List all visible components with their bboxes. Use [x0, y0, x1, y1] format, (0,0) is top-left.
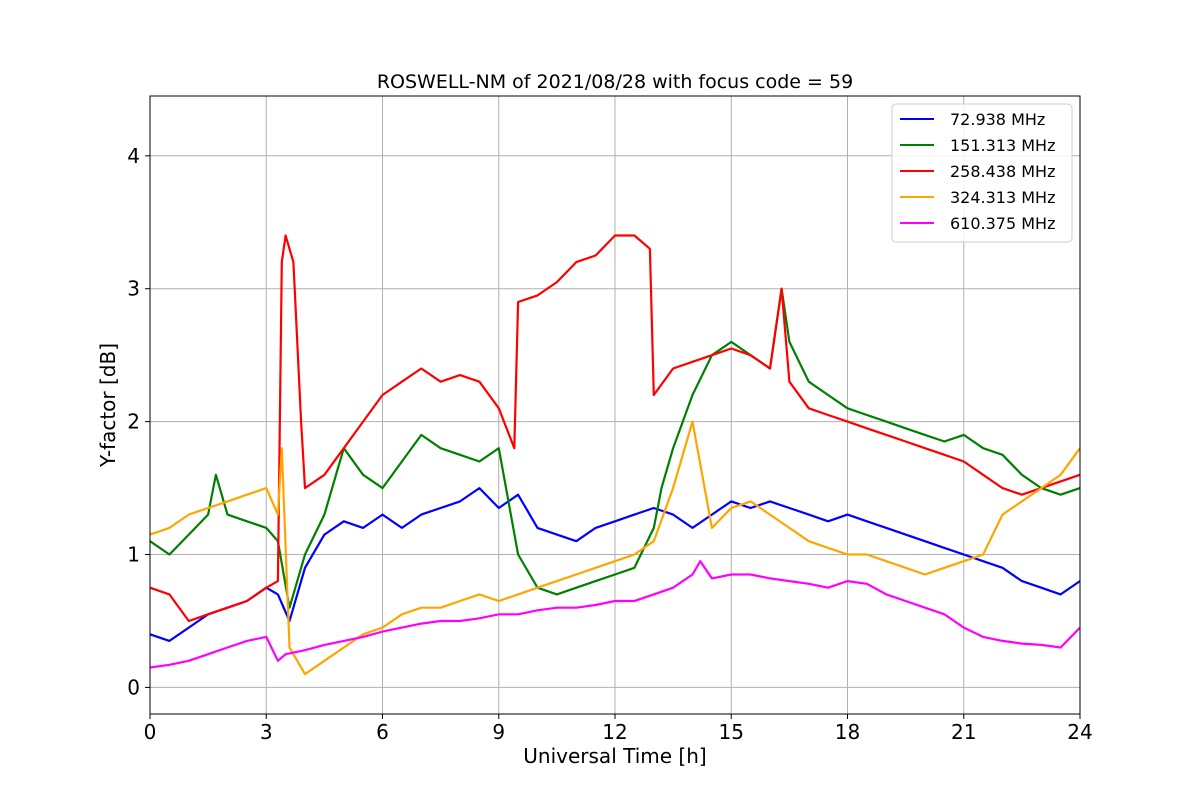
x-tick-label: 0: [144, 720, 157, 744]
legend-box: [891, 103, 1073, 243]
x-tick-label: 12: [602, 720, 627, 744]
legend-label: 324.313 MHz: [950, 188, 1055, 207]
x-tick-label: 9: [492, 720, 505, 744]
x-tick-label: 3: [260, 720, 273, 744]
x-tick-label: 15: [719, 720, 744, 744]
y-axis: 0 1 2 3 4: [127, 144, 150, 699]
legend-label: 610.375 MHz: [950, 214, 1055, 233]
y-tick-label: 0: [127, 675, 140, 699]
y-axis-label: Y-factor [dB]: [96, 343, 120, 468]
series-line-5: [150, 560, 1080, 669]
plot-area: [150, 234, 1080, 676]
x-tick-label: 6: [376, 720, 389, 744]
y-tick-label: 4: [127, 144, 140, 168]
x-axis-label: Universal Time [h]: [523, 744, 706, 768]
y-tick-label: 2: [127, 410, 140, 434]
legend-label: 258.438 MHz: [950, 162, 1055, 181]
y-tick-label: 3: [127, 277, 140, 301]
legend-label: 151.313 MHz: [950, 136, 1055, 155]
series-line-3: [150, 234, 1080, 623]
x-tick-label: 21: [951, 720, 976, 744]
chart-title: ROSWELL-NM of 2021/08/28 with focus code…: [377, 71, 853, 93]
x-tick-label: 18: [835, 720, 860, 744]
series-line-1: [150, 487, 1080, 643]
legend: 72.938 MHz 151.313 MHz 258.438 MHz 324.313 …: [891, 103, 1073, 243]
x-axis: 0 3 6 9 12 15 18 21 24: [144, 714, 1093, 744]
legend-label: 72.938 MHz: [950, 110, 1045, 129]
y-tick-label: 1: [127, 543, 140, 567]
x-tick-label: 24: [1067, 720, 1092, 744]
series-line-2: [150, 287, 1080, 609]
series-line-4: [150, 420, 1080, 676]
